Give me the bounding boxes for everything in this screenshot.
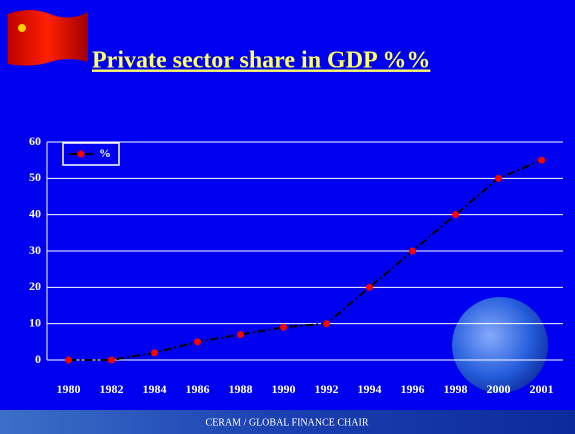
footer-text: CERAM / GLOBAL FINANCE CHAIR — [206, 417, 369, 428]
x-tick-label: 1990 — [272, 382, 296, 396]
x-tick-label: 1994 — [358, 382, 382, 396]
chart-title: Private sector share in GDP %% — [92, 48, 430, 74]
x-tick-label: 1998 — [444, 382, 468, 396]
data-point — [237, 331, 244, 338]
data-point — [108, 357, 115, 364]
data-point — [194, 338, 201, 345]
data-point — [538, 157, 545, 164]
globe-icon — [452, 297, 548, 393]
x-tick-label: 2000 — [487, 382, 511, 396]
slide: Private sector share in GDP %% CERAM / G… — [0, 0, 575, 434]
data-point — [65, 357, 72, 364]
y-tick-label: 60 — [29, 134, 41, 148]
data-point — [323, 320, 330, 327]
data-point — [366, 284, 373, 291]
y-tick-label: 30 — [29, 243, 41, 257]
data-point — [409, 248, 416, 255]
y-tick-label: 40 — [29, 206, 41, 220]
y-tick-label: 10 — [29, 315, 41, 329]
flag-icon — [8, 10, 88, 66]
data-point — [452, 211, 459, 218]
legend-label: % — [99, 146, 111, 160]
x-tick-label: 1980 — [57, 382, 81, 396]
x-tick-label: 1986 — [186, 382, 210, 396]
y-tick-label: 20 — [29, 279, 41, 293]
flag-star — [18, 24, 26, 32]
y-tick-label: 50 — [29, 170, 41, 184]
x-tick-label: 1996 — [401, 382, 425, 396]
data-point — [151, 349, 158, 356]
data-point — [495, 175, 502, 182]
y-tick-label: 0 — [35, 352, 41, 366]
x-tick-label: 1984 — [143, 382, 167, 396]
data-point — [280, 324, 287, 331]
x-tick-label: 1982 — [100, 382, 124, 396]
x-tick-label: 1988 — [229, 382, 253, 396]
x-tick-label: 2001 — [530, 382, 554, 396]
x-tick-label: 1992 — [315, 382, 339, 396]
legend-marker — [78, 151, 85, 158]
